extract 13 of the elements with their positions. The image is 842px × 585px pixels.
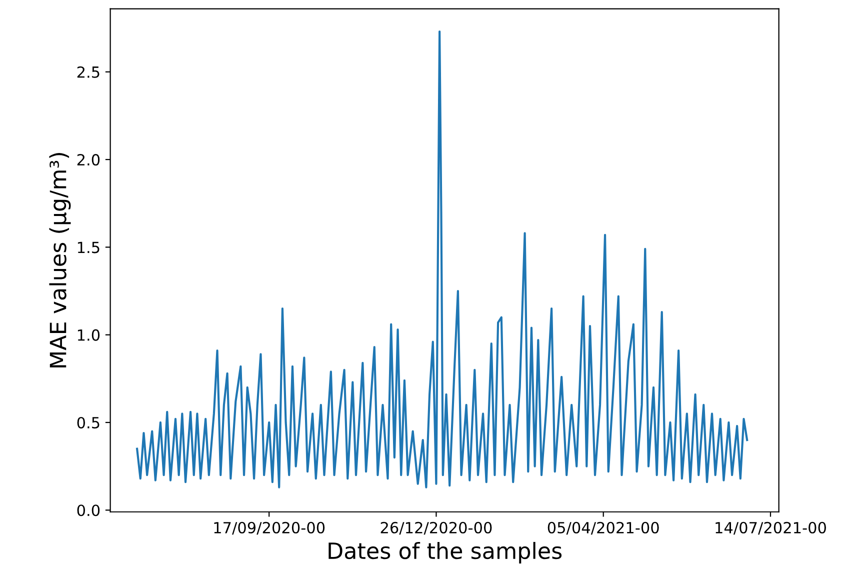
x-tick-label: 05/04/2021-00 — [548, 522, 659, 535]
x-tick-label: 14/07/2021-00 — [716, 522, 826, 535]
x-tick-label: 26/12/2020-00 — [380, 522, 492, 535]
y-tick-label: 2.5 — [77, 66, 100, 78]
y-tick-label: 1.5 — [78, 242, 100, 254]
line-series — [136, 30, 748, 488]
y-tick-label: 2.0 — [77, 154, 100, 166]
x-axis-title: Dates of the samples — [328, 542, 562, 564]
y-tick-label: 0.0 — [77, 504, 100, 516]
y-tick-label: 0.5 — [77, 416, 100, 428]
y-tick-label: 1.0 — [78, 329, 100, 341]
y-axis-title: MAE values (μg/m³) — [49, 153, 71, 368]
x-tick-label: 17/09/2020-00 — [214, 522, 325, 535]
